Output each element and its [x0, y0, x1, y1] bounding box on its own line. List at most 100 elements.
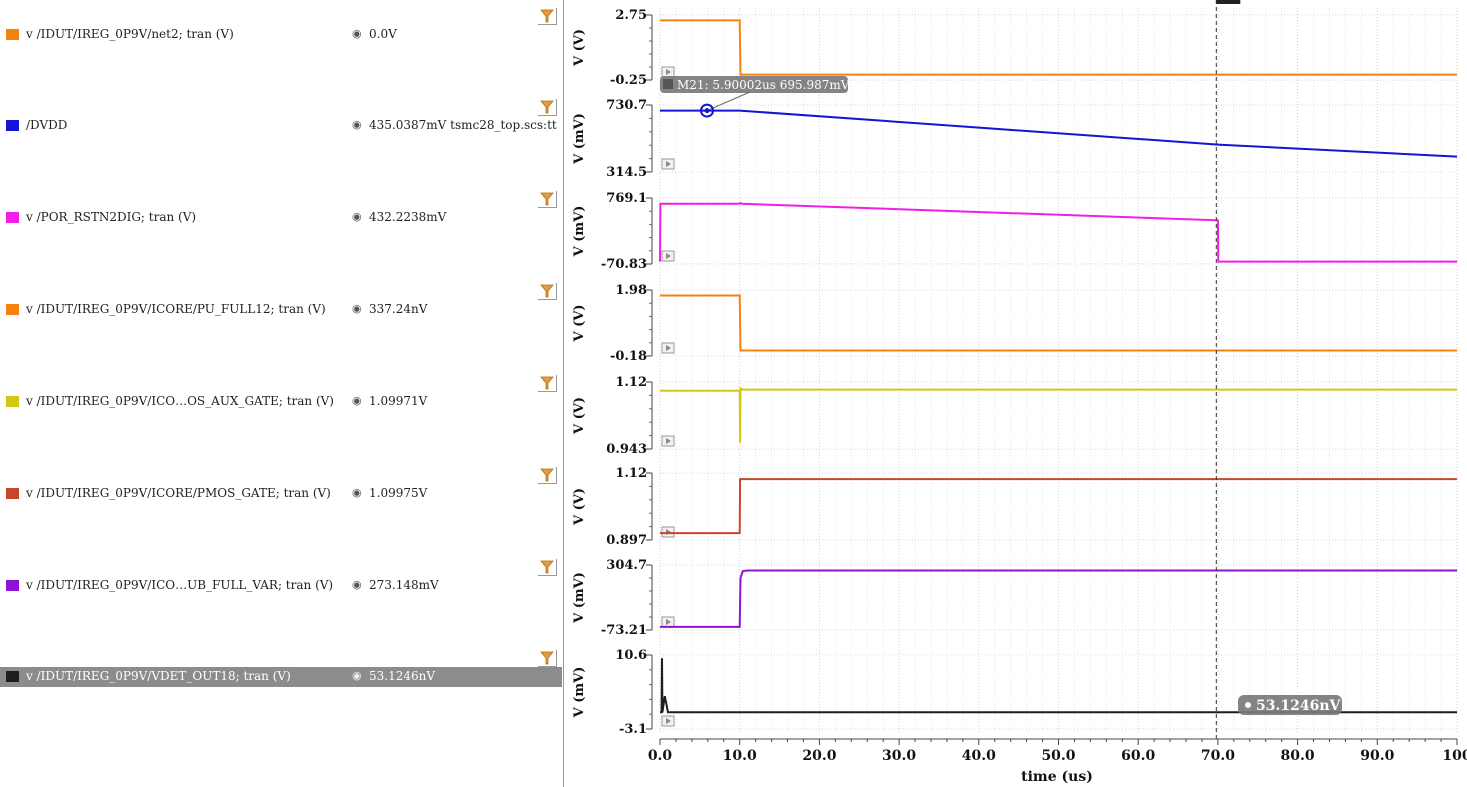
y-min-label: -0.25: [610, 73, 647, 88]
legend-row[interactable]: v /IDUT/IREG_0P9V/ICORE/PU_FULL12; tran …: [0, 300, 562, 320]
y-min-label: -73.21: [601, 623, 647, 638]
x-tick-label: 10.0: [723, 748, 757, 764]
eye-icon[interactable]: ◉: [352, 394, 362, 407]
signal-value: 0.0V: [369, 27, 397, 41]
signal-name: v /IDUT/IREG_0P9V/ICORE/PMOS_GATE; tran …: [26, 486, 331, 500]
filter-button[interactable]: [538, 467, 557, 484]
y-axis-label: V (V): [572, 29, 587, 67]
y-axis-label: V (V): [572, 488, 587, 526]
eye-icon[interactable]: ◉: [352, 27, 362, 40]
legend-row[interactable]: v /IDUT/IREG_0P9V/VDET_OUT18; tran (V) ◉ 5…: [0, 667, 562, 687]
cursor-value-dot: [1245, 702, 1251, 708]
x-tick-label: 70.0: [1201, 748, 1235, 764]
marker-leader: [706, 91, 751, 112]
y-axis-label: V (V): [572, 304, 587, 342]
eye-icon[interactable]: ◉: [352, 210, 362, 223]
signal-name: v /IDUT/IREG_0P9V/net2; tran (V): [26, 27, 234, 41]
filter-icon: [540, 9, 554, 23]
y-max-label: 1.12: [615, 375, 647, 390]
y-axis-label: V (V): [572, 397, 587, 435]
eye-icon[interactable]: ◉: [352, 118, 362, 131]
signal-color-swatch[interactable]: [6, 212, 19, 223]
legend-row[interactable]: v /IDUT/IREG_0P9V/ICO…UB_FULL_VAR; tran …: [0, 576, 562, 596]
legend-row[interactable]: v /IDUT/IREG_0P9V/ICO…OS_AUX_GATE; tran …: [0, 392, 562, 412]
signal-value: 337.24nV: [369, 302, 428, 316]
legend-row[interactable]: v /IDUT/IREG_0P9V/ICORE/PMOS_GATE; tran …: [0, 484, 562, 504]
filter-button[interactable]: [538, 650, 557, 667]
eye-icon[interactable]: ◉: [352, 578, 362, 591]
y-min-label: 0.943: [606, 442, 647, 457]
x-tick-label: 0.0: [648, 748, 673, 764]
cursor-handle[interactable]: [1216, 0, 1241, 4]
filter-button[interactable]: [538, 8, 557, 25]
filter-icon: [540, 651, 554, 665]
play-icon: [666, 718, 671, 724]
waveform-trace: [660, 569, 1457, 628]
signal-name: v /IDUT/IREG_0P9V/ICO…OS_AUX_GATE; tran …: [26, 394, 334, 408]
play-icon: [666, 69, 671, 75]
eye-icon[interactable]: ◉: [352, 486, 362, 499]
play-icon: [666, 438, 671, 444]
y-axis-label: V (mV): [572, 206, 587, 258]
signal-value: 273.148mV: [369, 578, 439, 592]
signal-name: v /IDUT/IREG_0P9V/ICORE/PU_FULL12; tran …: [26, 302, 326, 316]
filter-button[interactable]: [538, 191, 557, 208]
play-icon: [666, 253, 671, 259]
filter-button[interactable]: [538, 283, 557, 300]
y-axis-label: V (mV): [572, 667, 587, 719]
signal-color-swatch[interactable]: [6, 580, 19, 591]
play-icon: [666, 619, 671, 625]
waveform-trace: [660, 386, 1457, 443]
signal-color-swatch[interactable]: [6, 671, 19, 682]
filter-button[interactable]: [538, 99, 557, 116]
signal-value: 435.0387mV tsmc28_top.scs:tt: [369, 118, 557, 132]
eye-icon[interactable]: ◉: [352, 302, 362, 315]
filter-icon: [540, 376, 554, 390]
signal-color-swatch[interactable]: [6, 304, 19, 315]
waveform-trace: [660, 478, 1457, 535]
legend-row[interactable]: /DVDD ◉ 435.0387mV tsmc28_top.scs:tt: [0, 116, 562, 136]
filter-button[interactable]: [538, 559, 557, 576]
waveform-trace: [660, 19, 1457, 76]
signal-value: 53.1246nV: [369, 669, 436, 683]
y-max-label: 1.12: [615, 466, 647, 481]
filter-icon: [540, 560, 554, 574]
y-min-label: -70.83: [601, 257, 647, 272]
y-axis-label: V (mV): [572, 572, 587, 624]
y-max-label: 1.98: [615, 283, 647, 298]
y-axis-label: V (mV): [572, 113, 587, 165]
eye-icon[interactable]: ◉: [352, 669, 362, 682]
legend-row[interactable]: v /IDUT/IREG_0P9V/net2; tran (V) ◉ 0.0V: [0, 25, 562, 45]
signal-value: 432.2238mV: [369, 210, 447, 224]
signal-name: /DVDD: [26, 118, 68, 132]
signal-color-swatch[interactable]: [6, 29, 19, 40]
filter-icon: [540, 192, 554, 206]
marker-point-center: [704, 108, 710, 114]
filter-button[interactable]: [538, 375, 557, 392]
y-min-label: 0.897: [606, 533, 647, 548]
marker-label-box[interactable]: [660, 76, 848, 93]
filter-icon: [540, 468, 554, 482]
waveform-trace: [660, 109, 1458, 158]
signal-value: 1.09971V: [369, 394, 428, 408]
signal-name: v /POR_RSTN2DIG; tran (V): [26, 210, 197, 224]
y-min-label: -3.1: [619, 722, 647, 737]
signal-value: 1.09975V: [369, 486, 428, 500]
signal-color-swatch[interactable]: [6, 120, 19, 131]
y-max-label: 769.1: [606, 191, 647, 206]
x-tick-label: 30.0: [882, 748, 916, 764]
x-axis-label: time (us): [1021, 769, 1093, 785]
legend-row[interactable]: v /POR_RSTN2DIG; tran (V) ◉ 432.2238mV: [0, 208, 562, 228]
cursor-value-balloon: [1238, 695, 1342, 715]
signal-color-swatch[interactable]: [6, 488, 19, 499]
marker-point[interactable]: [700, 103, 715, 118]
cursor-value-label: 53.1246nV: [1256, 698, 1342, 714]
x-tick-label: 80.0: [1281, 748, 1315, 764]
signal-color-swatch[interactable]: [6, 396, 19, 407]
panel-splitter[interactable]: [563, 0, 564, 787]
waveform-trace: [660, 294, 1457, 352]
x-tick-label: 50.0: [1041, 748, 1075, 764]
filter-icon: [540, 100, 554, 114]
marker-pin-icon: [663, 79, 673, 89]
